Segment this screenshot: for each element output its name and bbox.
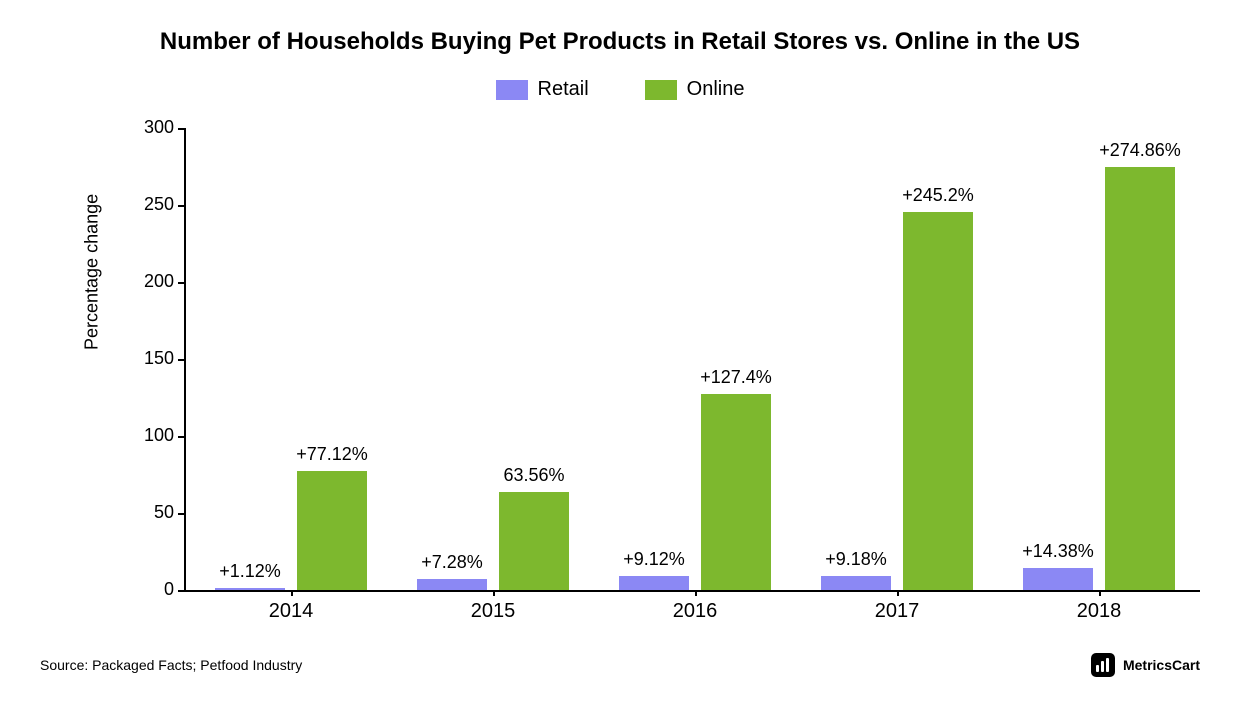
y-axis-line — [184, 128, 186, 592]
bar-online — [903, 212, 973, 590]
x-tick-mark — [291, 590, 293, 596]
x-tick-mark — [695, 590, 697, 596]
x-tick: 2018 — [998, 600, 1200, 623]
legend-item-retail: Retail — [496, 78, 589, 101]
x-tick-mark — [897, 590, 899, 596]
brand: MetricsCart — [1091, 653, 1200, 677]
x-tick: 2016 — [594, 600, 796, 623]
bar-label: 63.56% — [474, 465, 594, 486]
x-tick-mark — [493, 590, 495, 596]
y-axis-label: Percentage change — [82, 194, 103, 350]
bar-label: +77.12% — [272, 444, 392, 465]
y-tick-mark — [178, 128, 184, 130]
y-tick-mark — [178, 436, 184, 438]
legend-item-online: Online — [645, 78, 745, 101]
bar-online — [1105, 167, 1175, 590]
bar-label: +127.4% — [676, 367, 796, 388]
y-tick-mark — [178, 282, 184, 284]
bar-online — [499, 492, 569, 590]
plot-area: +1.12% +77.12% +7.28% 63.56% +9.12% +127.4% +9… — [190, 128, 1200, 590]
x-tick-mark — [1099, 590, 1101, 596]
y-tick: 0 — [114, 579, 174, 600]
legend-swatch-online — [645, 80, 677, 100]
brand-logo-icon — [1091, 653, 1115, 677]
bar-label: +14.38% — [998, 541, 1118, 562]
y-tick-mark — [178, 513, 184, 515]
legend-swatch-retail — [496, 80, 528, 100]
source-text: Source: Packaged Facts; Petfood Industry — [40, 657, 302, 673]
x-tick: 2015 — [392, 600, 594, 623]
y-tick-mark — [178, 590, 184, 592]
x-tick: 2017 — [796, 600, 998, 623]
chart-legend: Retail Online — [0, 78, 1240, 101]
brand-text: MetricsCart — [1123, 657, 1200, 673]
bar-label: +9.18% — [796, 549, 916, 570]
bar-label: +7.28% — [392, 552, 512, 573]
bar-retail — [619, 576, 689, 590]
y-tick: 100 — [114, 425, 174, 446]
legend-label-retail: Retail — [538, 78, 589, 101]
y-tick-mark — [178, 359, 184, 361]
bar-retail — [417, 579, 487, 590]
legend-label-online: Online — [687, 78, 745, 101]
bar-online — [701, 394, 771, 590]
chart-title: Number of Households Buying Pet Products… — [0, 28, 1240, 56]
y-tick: 200 — [114, 271, 174, 292]
bar-label: +1.12% — [190, 561, 310, 582]
bar-retail — [1023, 568, 1093, 590]
bar-online — [297, 471, 367, 590]
y-tick: 50 — [114, 502, 174, 523]
bar-label: +9.12% — [594, 549, 714, 570]
x-axis-line — [184, 590, 1200, 592]
bar-retail — [821, 576, 891, 590]
y-tick: 150 — [114, 348, 174, 369]
y-tick: 300 — [114, 117, 174, 138]
y-tick: 250 — [114, 194, 174, 215]
x-tick: 2014 — [190, 600, 392, 623]
y-tick-mark — [178, 205, 184, 207]
bar-label: +245.2% — [878, 185, 998, 206]
bar-label: +274.86% — [1080, 140, 1200, 161]
